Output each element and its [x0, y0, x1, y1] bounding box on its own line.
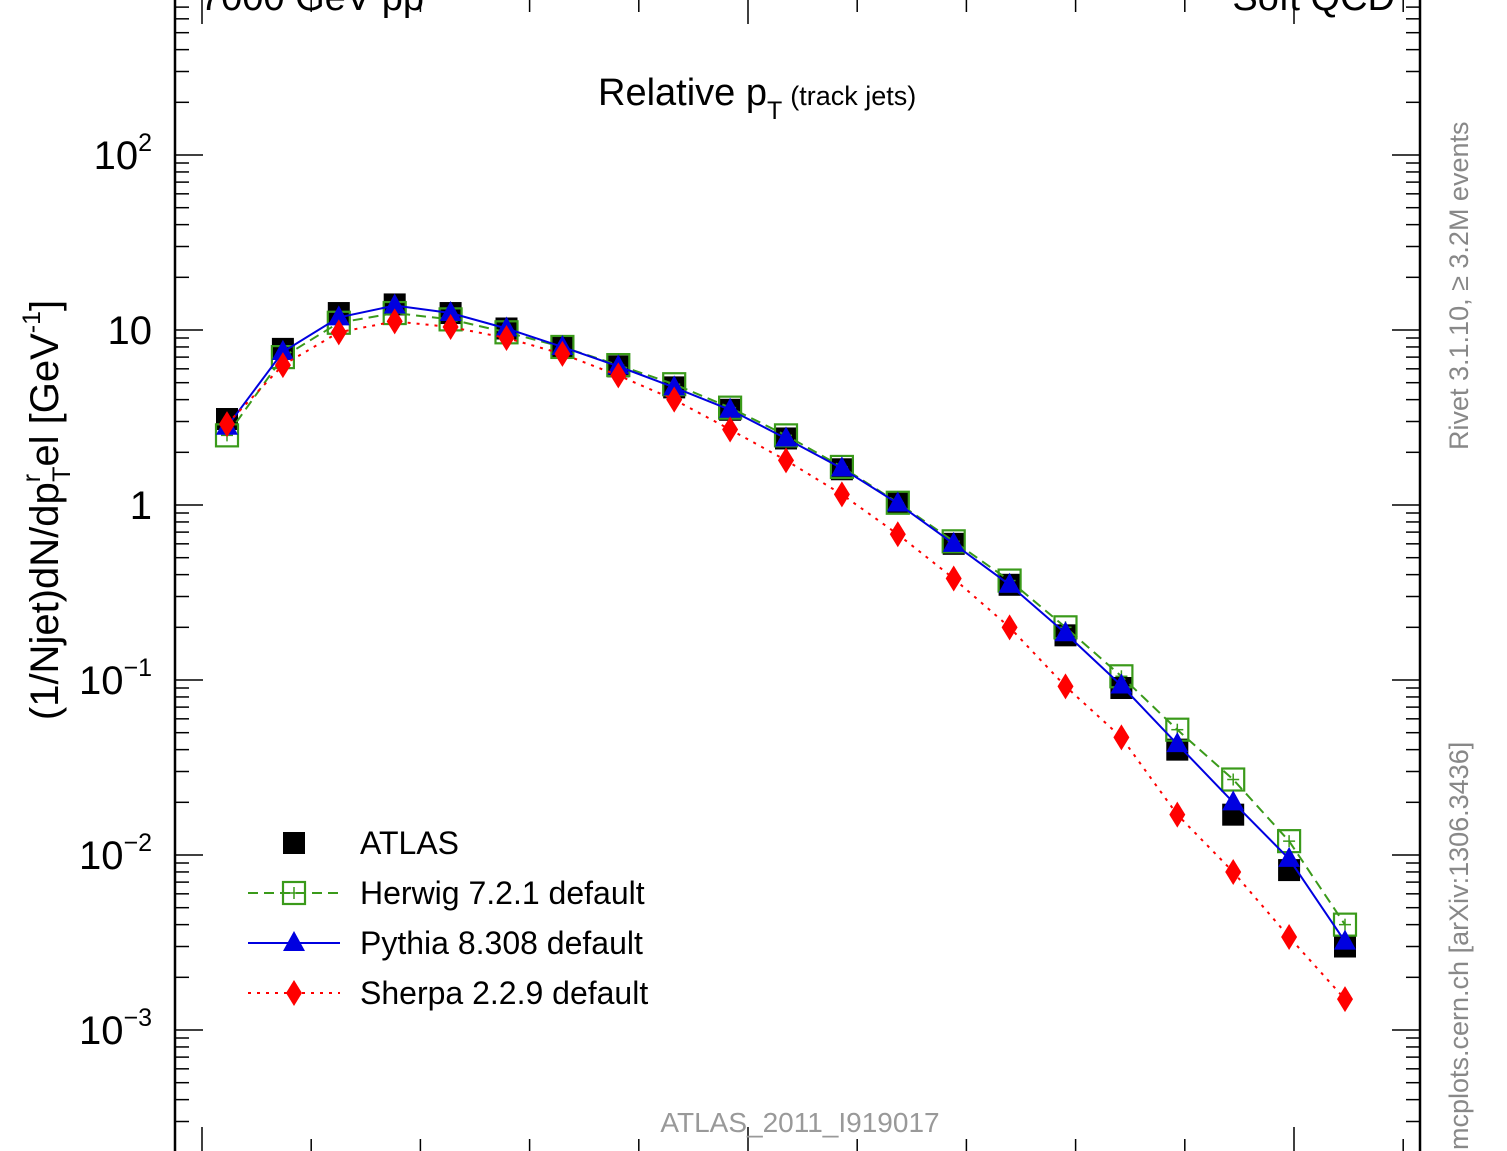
data-point-sherpa [666, 386, 683, 413]
data-point-herwig-box [829, 454, 855, 480]
ylabel-main: (1/Njet)dN/dp [23, 482, 67, 720]
chart-title-sub: T [767, 97, 782, 125]
data-point-pythia [830, 456, 853, 477]
y-axis-ticks [175, 6, 1420, 1123]
legend-label-atlas: ATLAS [360, 825, 459, 861]
data-point-sherpa [1113, 724, 1130, 751]
ylabel-sup: r [18, 474, 46, 482]
data-point-sherpa [722, 416, 739, 443]
data-point-sherpa [1281, 923, 1298, 950]
rivet-side-text: Rivet 3.1.10, ≥ 3.2M events [1444, 122, 1474, 450]
y-tick-label-base: 10 [94, 134, 139, 178]
chart-title: Relative pT (track jets) [598, 72, 916, 125]
legend-label-sherpa: Sherpa 2.2.9 default [360, 975, 648, 1011]
legend-label-pythia: Pythia 8.308 default [360, 925, 643, 961]
y-tick-label-base: 10 [108, 309, 153, 353]
ylabel-exp: -1 [18, 311, 46, 333]
data-point-sherpa [386, 308, 403, 335]
mcplots-side-text: mcplots.cern.ch [arXiv:1306.3436] [1444, 742, 1474, 1150]
y-tick-label: 10−3 [79, 1004, 152, 1053]
legend-marker-sherpa [286, 980, 302, 1006]
data-point-sherpa [330, 319, 347, 346]
ylabel-tail: el [GeV [23, 333, 67, 467]
header-left-text: 7000 GeV pp [200, 0, 424, 19]
series-sherpa [219, 308, 1353, 1013]
y-tick-label: 1 [130, 484, 152, 528]
legend-marker-atlas [283, 832, 305, 854]
data-point-pythia [1166, 732, 1189, 753]
y-tick-label-base: 10 [79, 659, 124, 703]
y-tick-label-base: 10 [79, 834, 124, 878]
chart-title-note: (track jets) [790, 81, 916, 111]
y-tick-label-exp: −1 [123, 654, 152, 682]
data-point-sherpa [1225, 858, 1242, 885]
y-tick-label: 102 [94, 129, 152, 178]
data-point-sherpa [945, 565, 962, 592]
legend-marker-herwig-box [281, 880, 307, 906]
legend: ATLAS Herwig 7.2.1 default Pythia 8.308 de… [248, 825, 648, 1011]
header-right-text: Soft QCD [1232, 0, 1395, 19]
legend-marker-pythia [283, 931, 305, 951]
data-point-pythia [327, 305, 350, 326]
data-point-sherpa [1001, 614, 1018, 641]
y-tick-label-base: 1 [130, 484, 152, 528]
data-point-pythia [663, 375, 686, 396]
ylabel-sub: T [48, 467, 76, 482]
data-point-pythia [1278, 846, 1301, 867]
data-point-pythia [942, 531, 965, 552]
ylabel-end: ] [23, 300, 67, 311]
y-tick-label: 10−1 [79, 654, 152, 703]
svg-text:(1/Njet)dN/dprTel [GeV-1]: (1/Njet)dN/dprTel [GeV-1] [18, 300, 76, 720]
data-point-pythia [775, 426, 797, 447]
y-axis-label: (1/Njet)dN/dprTel [GeV-1] [18, 300, 76, 720]
data-point-pythia [1054, 621, 1077, 642]
data-point-pythia [1334, 929, 1356, 950]
legend-marker-herwig [281, 880, 307, 906]
y-tick-label-exp: −2 [123, 829, 152, 857]
y-tick-label-exp: −3 [123, 1004, 152, 1032]
chart-title-main: Relative p [598, 72, 767, 114]
data-point-pythia [439, 301, 462, 322]
data-point-sherpa [1057, 673, 1074, 700]
series-layer [214, 293, 1358, 1013]
data-point-sherpa [778, 447, 794, 474]
data-point-pythia [1222, 790, 1245, 811]
data-point-sherpa [219, 411, 235, 438]
x-axis-ticks [201, 0, 1404, 1151]
plot-frame [173, 0, 1422, 1151]
y-tick-label: 10−2 [79, 829, 152, 878]
data-point-pythia [271, 339, 294, 360]
y-tick-label-exp: 2 [138, 129, 152, 157]
data-point-sherpa [442, 314, 459, 341]
data-point-pythia [886, 491, 909, 512]
data-point-pythia [383, 293, 406, 314]
data-point-sherpa [554, 340, 571, 367]
data-point-herwig-box [941, 529, 966, 554]
data-point-sherpa [1169, 801, 1186, 828]
data-point-pythia [1110, 673, 1133, 694]
y-tick-label-base: 10 [79, 1009, 124, 1053]
data-point-sherpa [498, 325, 515, 352]
data-point-sherpa [1337, 986, 1353, 1013]
legend-label-herwig: Herwig 7.2.1 default [360, 875, 645, 911]
data-point-pythia [998, 572, 1021, 593]
data-point-sherpa [833, 481, 850, 508]
data-point-sherpa [274, 352, 291, 379]
analysis-watermark: ATLAS_2011_I919017 [660, 1107, 939, 1138]
data-point-pythia [719, 397, 742, 418]
data-point-sherpa [889, 521, 906, 548]
data-point-sherpa [610, 362, 627, 389]
y-tick-label: 10 [108, 309, 153, 353]
